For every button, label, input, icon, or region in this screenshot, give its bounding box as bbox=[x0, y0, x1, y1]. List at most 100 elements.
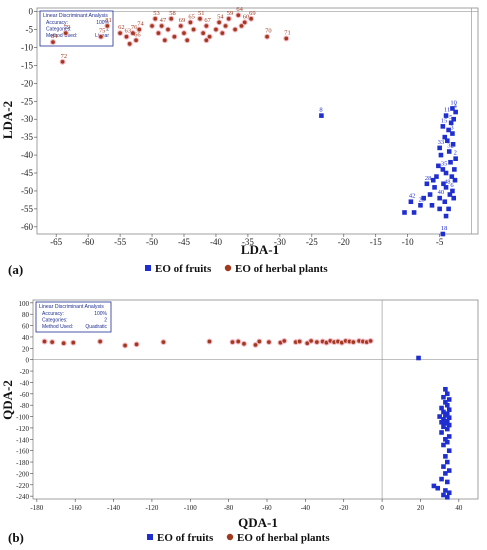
data-point-label: 2 bbox=[454, 150, 457, 157]
info-box-row-label: Accuracy: bbox=[46, 20, 68, 26]
data-point-circle bbox=[41, 338, 48, 345]
data-point-square bbox=[452, 167, 457, 172]
info-box-row-value: 100% bbox=[94, 311, 107, 317]
data-point-circle bbox=[97, 33, 104, 40]
data-point-square bbox=[441, 417, 446, 422]
data-point-label: 5 bbox=[449, 114, 452, 121]
data-point-square bbox=[452, 177, 458, 183]
data-point-square bbox=[429, 203, 435, 208]
data-point-circle bbox=[59, 58, 66, 65]
data-point-square bbox=[439, 430, 444, 435]
data-point-circle bbox=[158, 22, 165, 29]
data-point-square bbox=[437, 195, 442, 201]
data-point-label: 70 bbox=[265, 28, 272, 35]
data-point-circle bbox=[313, 339, 320, 346]
data-point-square bbox=[443, 213, 449, 219]
y-tick-label: -30 bbox=[21, 114, 33, 124]
data-point-label: 72 bbox=[61, 53, 68, 60]
y-tick-label: -100 bbox=[16, 414, 29, 422]
data-point-square bbox=[443, 113, 449, 118]
x-tick-label: -55 bbox=[114, 237, 126, 247]
data-point-circle bbox=[219, 30, 226, 37]
data-point-square bbox=[446, 407, 452, 413]
data-point-square bbox=[446, 415, 452, 420]
data-point-square bbox=[441, 492, 446, 498]
series-eo-of-fruits: 810411515333322352848642294018 bbox=[319, 99, 458, 237]
data-point-square bbox=[445, 402, 450, 408]
legend-marker-square bbox=[145, 265, 151, 271]
data-point-square bbox=[445, 439, 450, 445]
data-point-circle bbox=[203, 22, 210, 29]
data-point-square bbox=[430, 177, 436, 183]
data-point-label: 67 bbox=[204, 17, 211, 24]
x-tick-label: -120 bbox=[146, 504, 159, 512]
data-point-circle bbox=[264, 33, 271, 40]
series-eo-of-fruits bbox=[416, 355, 452, 500]
info-box-row-value: 2 bbox=[106, 26, 109, 32]
x-tick-label: -45 bbox=[178, 237, 190, 247]
y-tick-label: 40 bbox=[22, 334, 30, 342]
data-point-square bbox=[439, 405, 444, 411]
y-tick-label: -80 bbox=[20, 402, 30, 410]
data-point-circle bbox=[136, 26, 143, 33]
legend-label: EO of herbal plants bbox=[237, 532, 330, 544]
data-point-circle bbox=[149, 22, 155, 29]
plot-frame bbox=[36, 7, 479, 235]
y-tick-label: -220 bbox=[16, 482, 29, 490]
data-point-square bbox=[445, 459, 450, 465]
data-point-circle bbox=[97, 338, 104, 345]
y-tick-label: -20 bbox=[21, 78, 33, 88]
data-point-square bbox=[440, 231, 446, 237]
y-axis-label: LDA-2 bbox=[0, 101, 15, 139]
data-point-square bbox=[445, 494, 450, 500]
legend-marker-square bbox=[147, 534, 153, 540]
info-box-title: Linear Discriminant Analysis bbox=[43, 13, 108, 19]
data-point-circle bbox=[197, 15, 203, 22]
data-point-circle bbox=[308, 337, 315, 344]
info-box-row-value: 2 bbox=[104, 317, 107, 323]
legend-label: EO of herbal plants bbox=[235, 263, 328, 275]
data-point-label: 60 bbox=[243, 13, 250, 20]
y-tick-label: -10 bbox=[21, 42, 33, 52]
data-point-square bbox=[446, 397, 452, 402]
series-eo-of-herbal-plants: 8479727581626376667453475869655167545964… bbox=[50, 6, 291, 65]
data-point-square bbox=[440, 167, 446, 172]
data-point-label: 6 bbox=[450, 182, 454, 189]
data-point-circle bbox=[160, 339, 167, 346]
data-point-square bbox=[443, 488, 448, 493]
y-tick-label: -20 bbox=[20, 368, 30, 376]
data-point-square bbox=[443, 471, 448, 476]
data-point-circle bbox=[256, 338, 263, 345]
data-point-label: 63 bbox=[124, 28, 131, 35]
data-point-label: 33 bbox=[438, 139, 445, 146]
data-point-square bbox=[443, 437, 448, 442]
data-point-circle bbox=[225, 15, 232, 22]
info-box-row-label: Categories: bbox=[46, 26, 72, 32]
data-point-square bbox=[446, 149, 452, 154]
x-axis-label: QDA-1 bbox=[238, 515, 278, 530]
data-point-circle bbox=[152, 15, 159, 22]
data-point-square bbox=[443, 400, 448, 405]
data-point-square bbox=[448, 159, 453, 165]
data-point-label: 3 bbox=[450, 125, 453, 132]
data-point-circle bbox=[129, 30, 136, 37]
y-tick-label: -40 bbox=[21, 150, 33, 160]
data-point-circle bbox=[104, 22, 111, 29]
plot-frame bbox=[32, 299, 479, 500]
y-tick-label: -180 bbox=[16, 459, 29, 467]
data-point-square bbox=[432, 185, 437, 190]
data-point-square bbox=[443, 421, 448, 426]
x-tick-label: -40 bbox=[301, 504, 311, 512]
data-point-square bbox=[443, 454, 448, 459]
data-point-label: 59 bbox=[227, 10, 234, 17]
data-point-circle bbox=[171, 33, 178, 40]
legend-label: EO of fruits bbox=[157, 532, 214, 544]
data-point-square bbox=[441, 409, 446, 415]
data-point-square bbox=[439, 419, 444, 425]
panel-label: (b) bbox=[8, 530, 24, 545]
data-point-circle bbox=[177, 22, 184, 29]
data-point-label: 11 bbox=[444, 107, 450, 114]
data-point-square bbox=[443, 185, 449, 190]
